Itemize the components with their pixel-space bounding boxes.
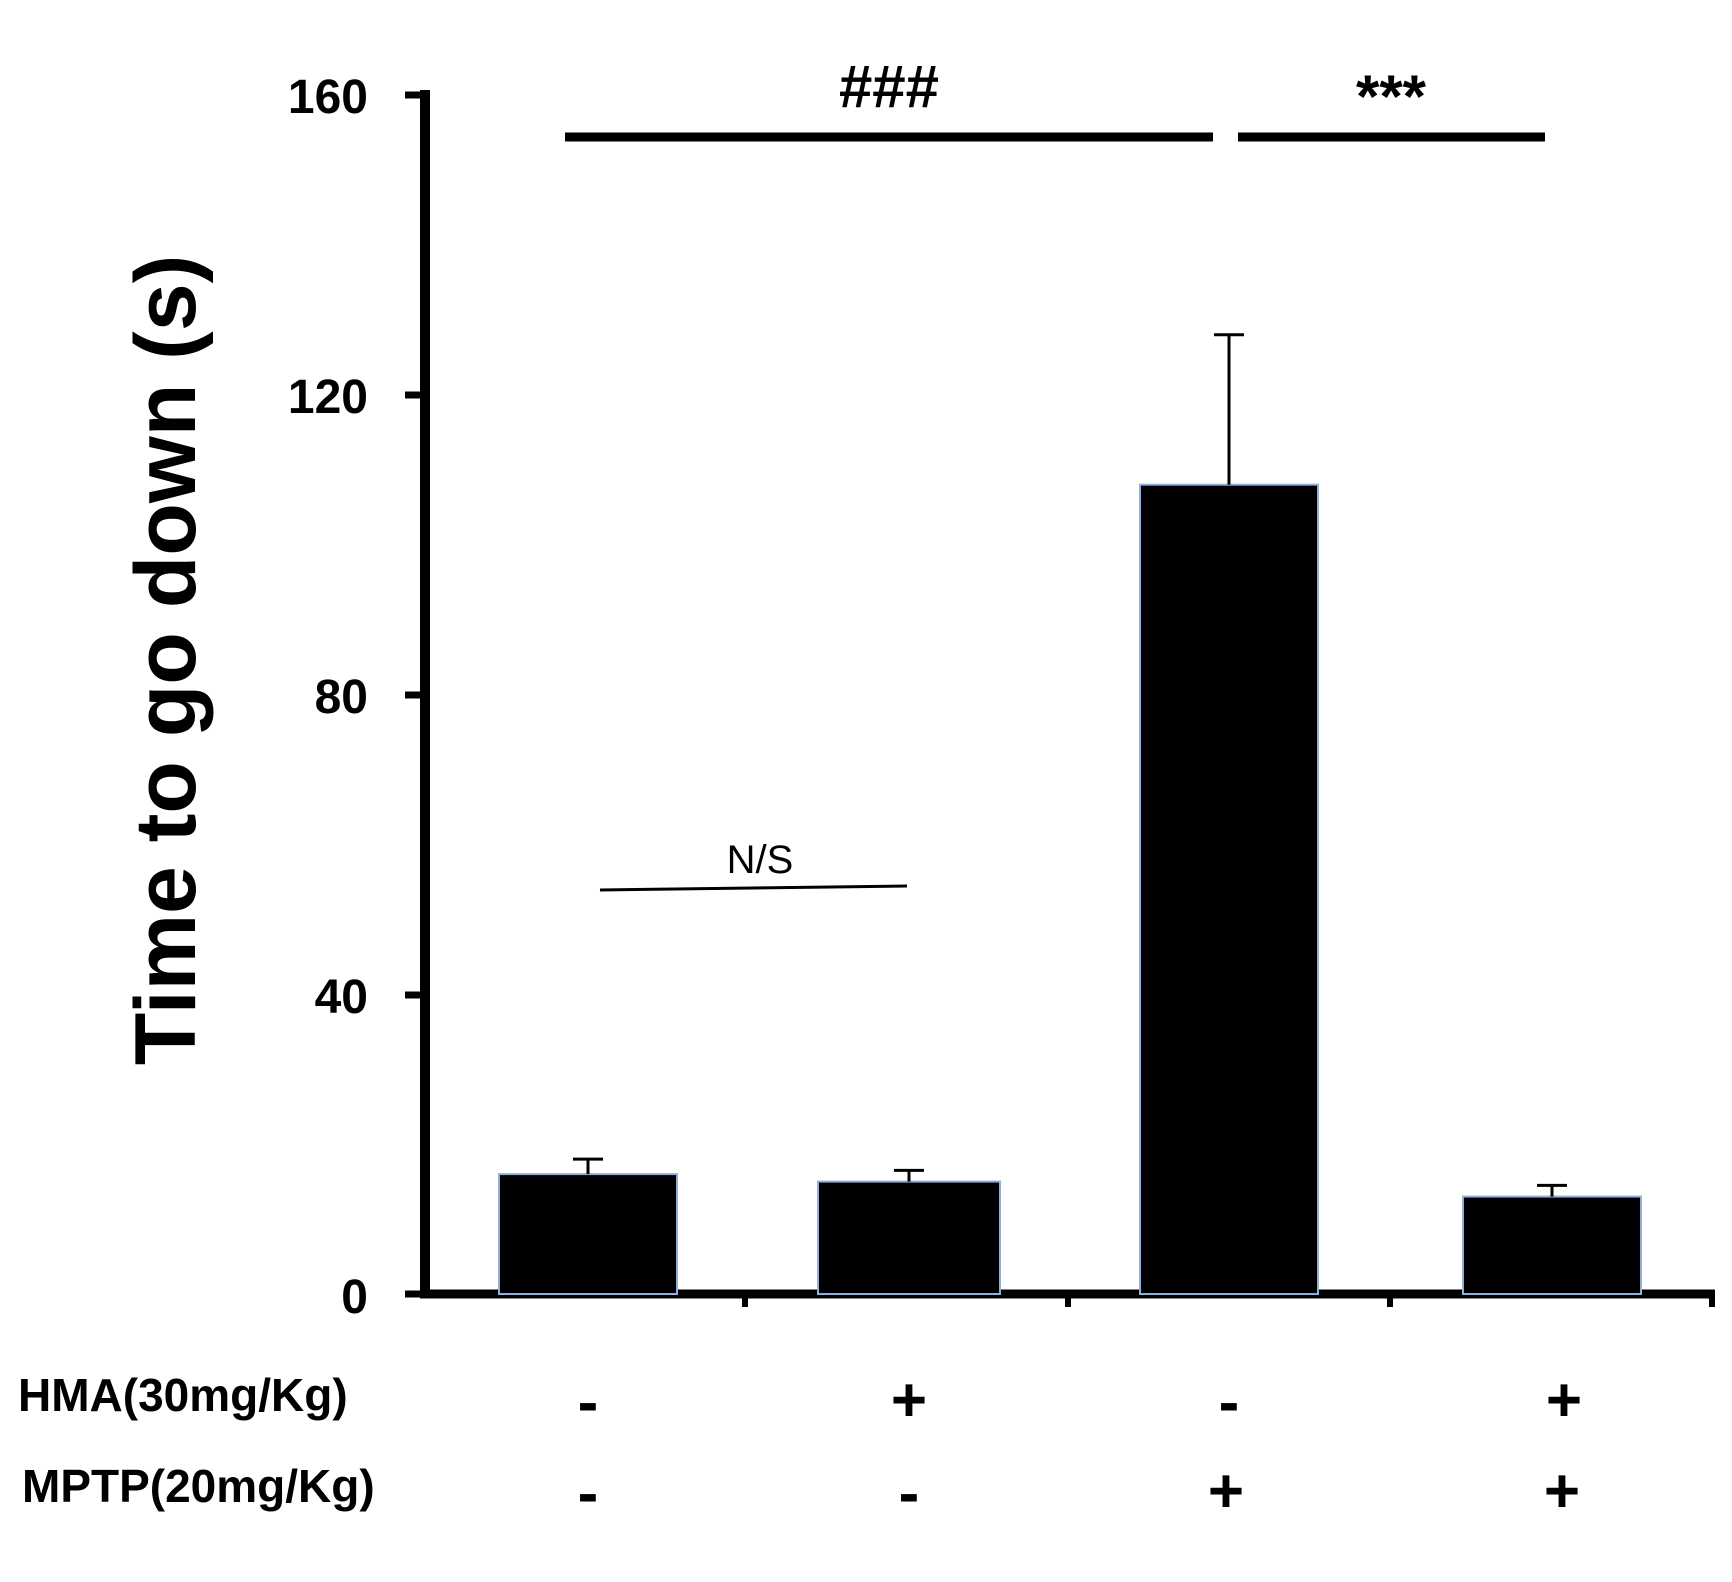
y-tick-label-40: 40: [315, 971, 368, 1024]
hma-sign-group-1: -: [578, 1368, 599, 1437]
mptp-row-label: MPTP(20mg/Kg): [22, 1460, 375, 1512]
y-tick-label-0: 0: [341, 1271, 368, 1324]
mptp-sign-group-3: +: [1208, 1457, 1244, 1526]
hma-sign-group-2: +: [891, 1366, 927, 1435]
bar-group-1: [498, 1173, 678, 1295]
y-axis-label: Time to go down (s): [118, 255, 214, 1066]
mptp-sign-group-2: -: [899, 1459, 920, 1528]
stars-significance-label: ***: [1356, 63, 1427, 130]
bars-group: [498, 333, 1642, 1296]
y-tick-label-160: 160: [288, 71, 368, 124]
bar-group-3: [1139, 483, 1319, 1295]
bar-group-4: [1462, 1195, 1642, 1296]
hma-sign-group-4: +: [1546, 1366, 1582, 1435]
y-tick-label-120: 120: [288, 371, 368, 424]
hash-significance-label: ###: [839, 53, 939, 120]
bar-group-2: [817, 1180, 1001, 1295]
ns-significance-label: N/S: [727, 838, 794, 882]
ns-bracket-line: [599, 884, 908, 892]
mptp-sign-group-4: +: [1544, 1457, 1580, 1526]
hma-sign-group-3: -: [1219, 1368, 1240, 1437]
hma-row-label: HMA(30mg/Kg): [18, 1369, 348, 1421]
mptp-sign-group-1: -: [578, 1459, 599, 1528]
y-tick-label-80: 80: [315, 671, 368, 724]
